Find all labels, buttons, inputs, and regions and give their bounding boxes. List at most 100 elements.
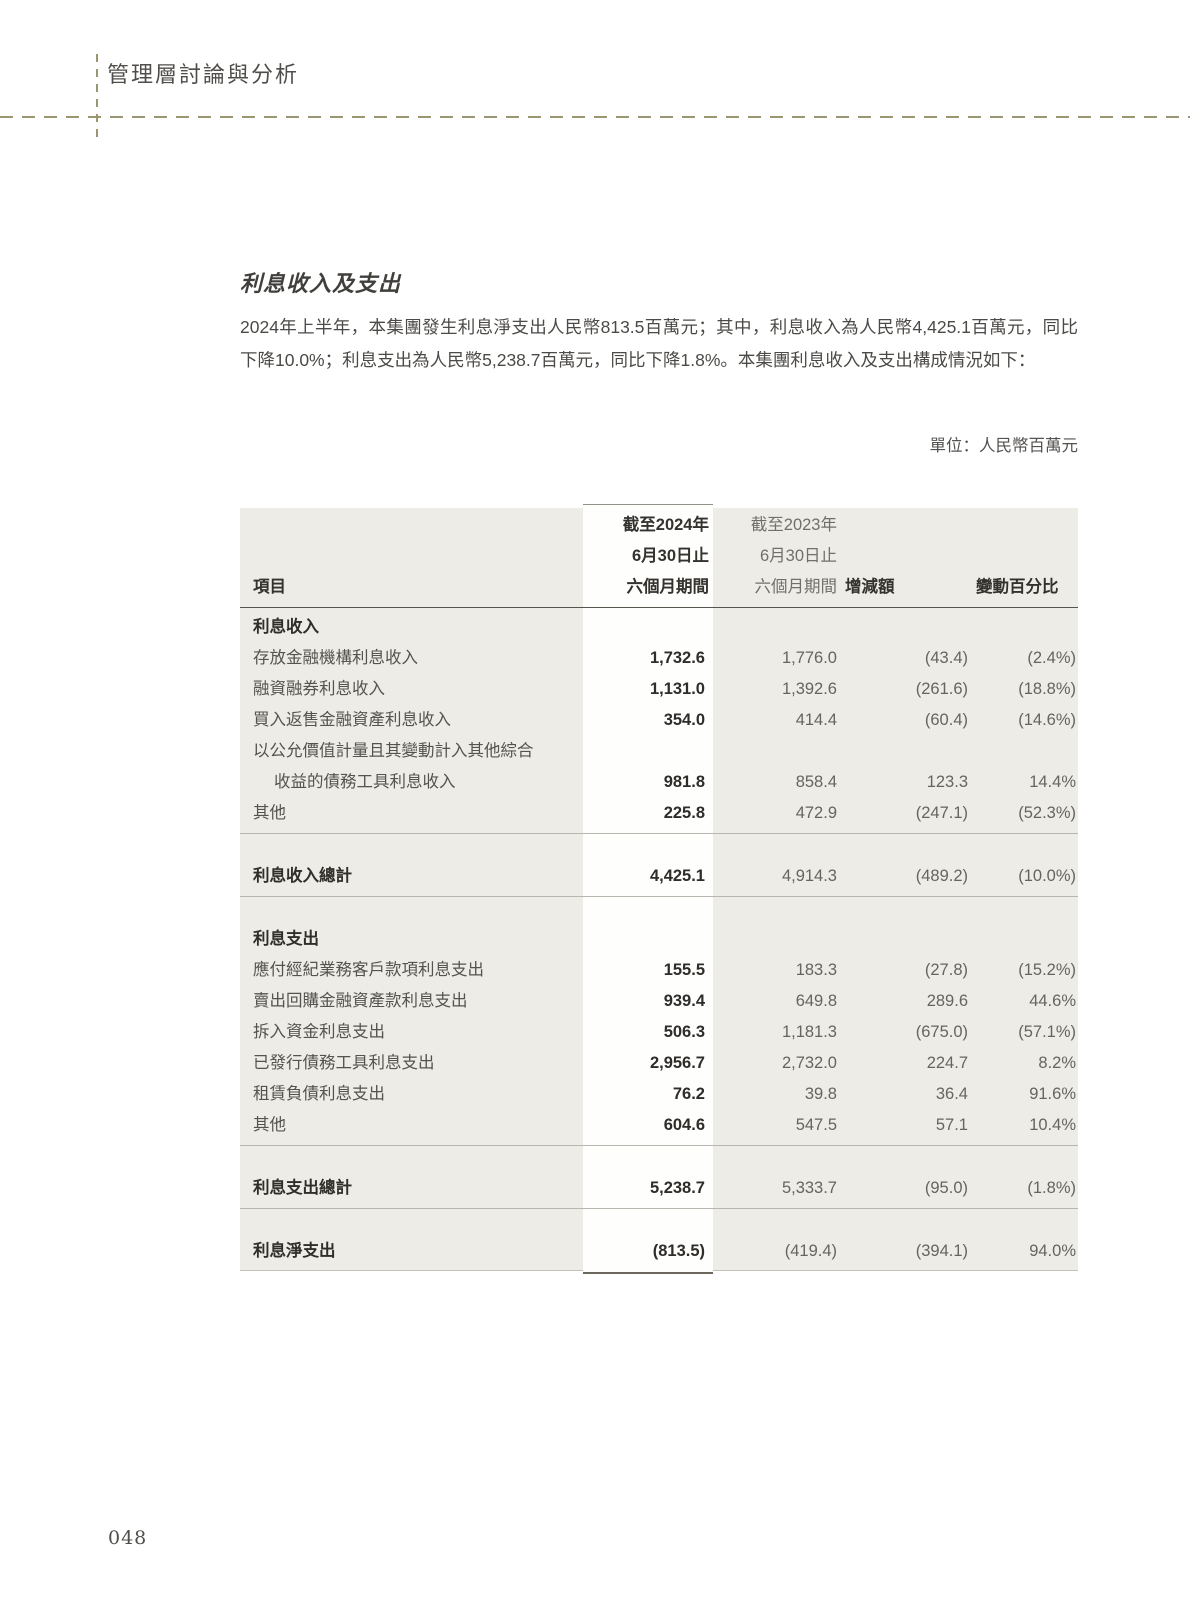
value-2024: 2,956.7 [649, 1054, 705, 1072]
column-header-2023-line1: 截至2023年 [750, 516, 837, 534]
value-2023: 1,181.3 [781, 1023, 837, 1041]
value-2023: (419.4) [784, 1242, 837, 1260]
blank-row [240, 1146, 1078, 1173]
value-change: (675.0) [915, 1023, 968, 1041]
table-row: 已發行債務工具利息支出 2,956.7 2,732.0 224.7 8.2% [240, 1048, 1078, 1079]
value-change [845, 736, 976, 767]
value-change: (394.1) [915, 1242, 968, 1260]
vertical-dashed-rule [96, 54, 98, 138]
value-2023: 414.4 [795, 711, 837, 729]
unit-note: 單位：人民幣百萬元 [929, 437, 1079, 455]
value-change-pct: 14.4% [1029, 773, 1076, 791]
row-label: 利息收入 [253, 618, 319, 636]
value-change: (261.6) [915, 680, 968, 698]
value-2024: 76.2 [672, 1085, 705, 1103]
value-2024: 155.5 [663, 961, 705, 979]
value-change: (489.2) [915, 867, 968, 885]
table-row-total-income: 利息收入總計 4,425.1 4,914.3 (489.2) (10.0%) [240, 861, 1078, 892]
table-body: 利息收入 存放金融機構利息收入 1,732.6 1,776.0 (43.4) (… [240, 608, 1078, 1270]
table-row-section-income: 利息收入 [240, 612, 1078, 643]
value-change: (95.0) [924, 1179, 968, 1197]
value-change-pct [976, 612, 1078, 643]
column-header-2023-line2: 6月30日止 [759, 547, 837, 565]
row-label: 拆入資金利息支出 [253, 1023, 385, 1041]
value-2024: 225.8 [663, 804, 705, 822]
row-label: 已發行債務工具利息支出 [253, 1054, 435, 1072]
table-row-net-expense: 利息淨支出 (813.5) (419.4) (394.1) 94.0% [240, 1236, 1078, 1267]
row-label: 其他 [253, 804, 286, 822]
row-label: 利息支出總計 [253, 1179, 352, 1197]
value-2024: 604.6 [663, 1116, 705, 1134]
value-2023: 1,776.0 [781, 649, 837, 667]
value-2023: 547.5 [795, 1116, 837, 1134]
page-header-title: 管理層討論與分析 [107, 62, 300, 87]
table-row-total-expense: 利息支出總計 5,238.7 5,333.7 (95.0) (1.8%) [240, 1173, 1078, 1204]
value-change-pct: 91.6% [1029, 1085, 1076, 1103]
value-change: (247.1) [915, 804, 968, 822]
value-change: (27.8) [924, 961, 968, 979]
value-2024: 981.8 [663, 773, 705, 791]
value-change: 224.7 [926, 1054, 968, 1072]
row-label: 融資融券利息收入 [253, 680, 385, 698]
value-2024: 939.4 [663, 992, 705, 1010]
value-change-pct: (10.0%) [1018, 867, 1076, 885]
value-2023: 472.9 [795, 804, 837, 822]
table-header-row: 項目 截至2024年 6月30日止 六個月期間 截至2023年 6月30日止 六… [240, 508, 1078, 608]
divider-line [240, 1145, 1078, 1146]
value-change-pct: (57.1%) [1018, 1023, 1076, 1041]
table-row: 其他 604.6 547.5 57.1 10.4% [240, 1110, 1078, 1141]
column-header-2024-line2: 6月30日止 [631, 547, 709, 565]
value-2023: 5,333.7 [781, 1179, 837, 1197]
value-change: (43.4) [924, 649, 968, 667]
value-2023: 2,732.0 [781, 1054, 837, 1072]
column-header-2024-line1: 截至2024年 [622, 516, 709, 534]
value-2023: 858.4 [795, 773, 837, 791]
row-label: 以公允價值計量且其變動計入其他綜合 [253, 742, 534, 760]
row-label: 存放金融機構利息收入 [253, 649, 418, 667]
value-change-pct: (52.3%) [1018, 804, 1076, 822]
value-change: 123.3 [926, 773, 968, 791]
value-change-pct: 10.4% [1029, 1116, 1076, 1134]
column-header-2024-period: 截至2024年 6月30日止 六個月期間 [583, 510, 713, 603]
blank-row [240, 897, 1078, 924]
value-2023 [713, 924, 845, 955]
value-change: 289.6 [926, 992, 968, 1010]
value-2023 [713, 736, 845, 767]
row-label: 利息收入總計 [253, 867, 352, 885]
table-row: 買入返售金融資產利息收入 354.0 414.4 (60.4) (14.6%) [240, 705, 1078, 736]
value-2024: 354.0 [663, 711, 705, 729]
value-change: 36.4 [935, 1085, 968, 1103]
column-header-change-pct: 變動百分比 [976, 578, 1059, 596]
divider-line [240, 833, 1078, 834]
value-2024 [583, 736, 713, 767]
value-2024: 5,238.7 [649, 1179, 705, 1197]
value-change-pct: 44.6% [1029, 992, 1076, 1010]
value-change: 57.1 [935, 1116, 968, 1134]
value-2023: 183.3 [795, 961, 837, 979]
value-change-pct: (14.6%) [1018, 711, 1076, 729]
row-label: 賣出回購金融資產款利息支出 [253, 992, 468, 1010]
section-paragraph: 2024年上半年，本集團發生利息淨支出人民幣813.5百萬元；其中，利息收入為人… [240, 317, 1078, 370]
value-change: (60.4) [924, 711, 968, 729]
value-change [845, 924, 976, 955]
row-label: 利息支出 [253, 930, 319, 948]
table-row: 融資融券利息收入 1,131.0 1,392.6 (261.6) (18.8%) [240, 674, 1078, 705]
divider-line [240, 1208, 1078, 1209]
row-label: 租賃負債利息支出 [253, 1085, 385, 1103]
value-2024: 4,425.1 [649, 867, 705, 885]
value-change-pct: (1.8%) [1027, 1179, 1076, 1197]
value-change-pct: 8.2% [1038, 1054, 1076, 1072]
value-change-pct [976, 736, 1078, 767]
value-2024: 506.3 [663, 1023, 705, 1041]
row-label: 其他 [253, 1116, 286, 1134]
column-header-change: 增減額 [845, 578, 895, 596]
table-row-wrapped-line2: 收益的債務工具利息收入 981.8 858.4 123.3 14.4% [240, 767, 1078, 798]
table-row: 應付經紀業務客戶款項利息支出 155.5 183.3 (27.8) (15.2%… [240, 955, 1078, 986]
section-title: 利息收入及支出 [240, 271, 402, 297]
page-number: 048 [108, 1527, 148, 1549]
horizontal-dashed-rule [0, 116, 1190, 118]
value-2024: 1,732.6 [649, 649, 705, 667]
table-row: 賣出回購金融資產款利息支出 939.4 649.8 289.6 44.6% [240, 986, 1078, 1017]
value-2023: 649.8 [795, 992, 837, 1010]
